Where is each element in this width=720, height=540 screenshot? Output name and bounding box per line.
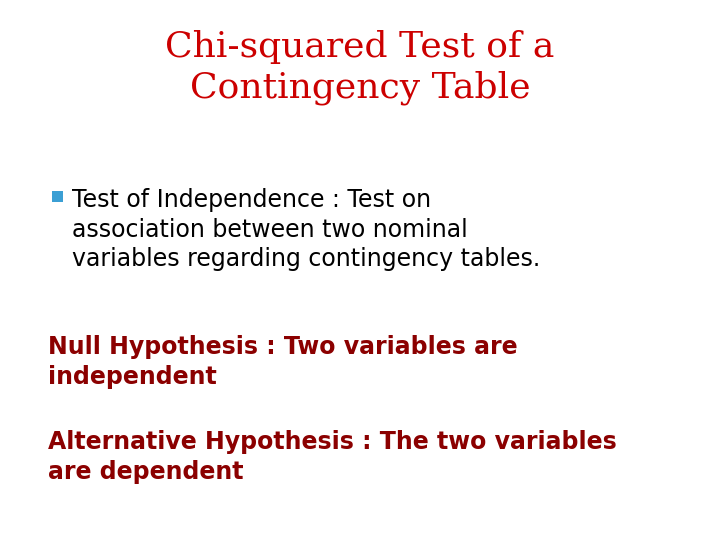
Bar [52,191,63,202]
Text: Alternative Hypothesis : The two variables
are dependent: Alternative Hypothesis : The two variabl… [48,430,617,484]
Text: Null Hypothesis : Two variables are
independent: Null Hypothesis : Two variables are inde… [48,335,518,389]
Text: Chi-squared Test of a
Contingency Table: Chi-squared Test of a Contingency Table [166,30,554,105]
Text: Test of Independence : Test on
association between two nominal
variables regardi: Test of Independence : Test on associati… [72,188,540,272]
